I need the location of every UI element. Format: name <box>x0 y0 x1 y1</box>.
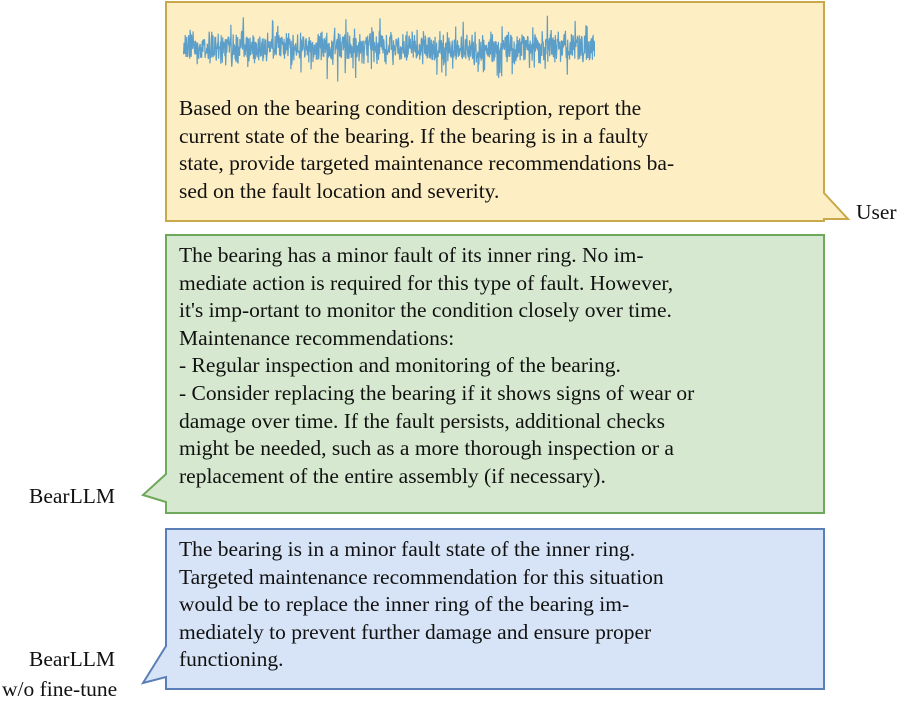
bearllm-response-line: - Consider replacing the bearing if it s… <box>179 380 695 405</box>
bearllm-response-line: replacement of the entire assembly (if n… <box>179 463 606 488</box>
bearllm-response-line: - Regular inspection and monitoring of t… <box>179 353 621 378</box>
baseline-speaker-label-line1: BearLLM <box>29 647 115 671</box>
bearllm-response-line: The bearing has a minor fault of its inn… <box>179 243 644 267</box>
bearllm-response-text: The bearing has a minor fault of its inn… <box>179 242 809 490</box>
bearllm-response-line: Maintenance recommendations: <box>179 325 455 350</box>
bearllm-speech-bubble <box>141 234 825 514</box>
user-query-line: Based on the bearing condition descripti… <box>179 96 642 120</box>
user-speech-bubble <box>165 1 851 222</box>
baseline-response-line: Targeted maintenance recommendation for … <box>179 564 664 589</box>
user-query-line: sed on the fault location and severity. <box>179 178 500 203</box>
baseline-response-line: The bearing is in a minor fault state of… <box>179 537 636 561</box>
bearllm-response-line: might be needed, such as a more thorough… <box>179 436 674 461</box>
user-query-text: Based on the bearing condition descripti… <box>179 95 809 205</box>
baseline-response-line: mediately to prevent further damage and … <box>179 619 652 644</box>
user-query-line: current state of the bearing. If the bea… <box>179 123 649 148</box>
baseline-response-line: functioning. <box>179 647 284 672</box>
bearllm-response-line: mediate action is required for this type… <box>179 270 674 295</box>
baseline-response-text: The bearing is in a minor fault state of… <box>179 536 809 674</box>
baseline-speech-bubble <box>140 528 825 690</box>
vibration-signal-icon <box>183 15 595 82</box>
baseline-speaker-label-line2: w/o fine-tune <box>2 677 118 701</box>
signal-waveform <box>183 15 595 82</box>
bearllm-speaker-label: BearLLM <box>29 484 115 508</box>
bearllm-response-line: it's imp-ortant to monitor the condition… <box>179 298 672 323</box>
baseline-response-line: would be to replace the inner ring of th… <box>179 592 630 617</box>
user-query-line: state, provide targeted maintenance reco… <box>179 151 675 176</box>
user-speaker-label: User <box>856 200 897 224</box>
bearllm-response-line: damage over time. If the fault persists,… <box>179 408 665 433</box>
